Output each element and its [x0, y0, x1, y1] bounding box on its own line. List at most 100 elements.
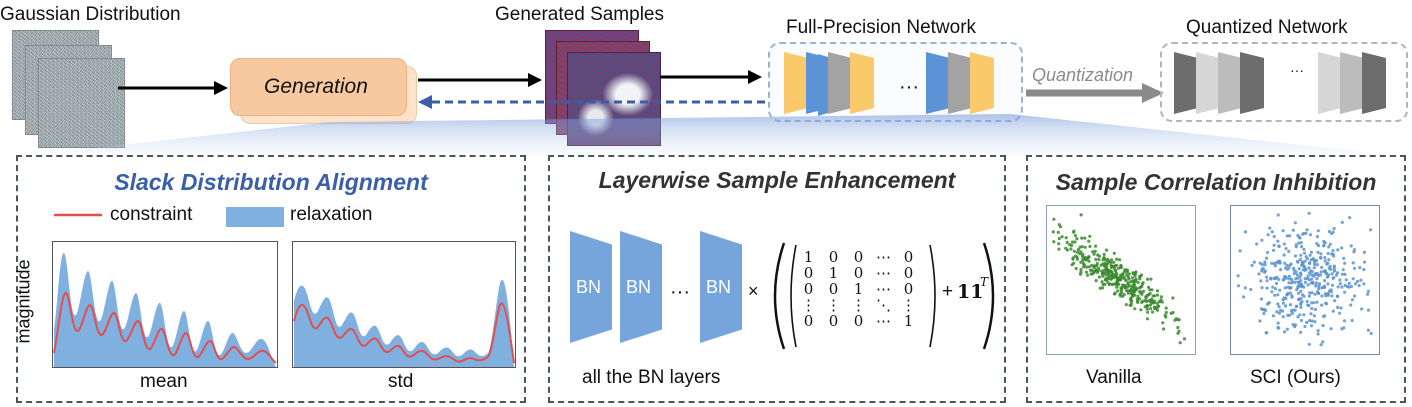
scatter-point: [1330, 252, 1334, 256]
scatter-point: [1303, 277, 1307, 281]
scatter-point: [1292, 266, 1296, 270]
scatter-point: [1271, 314, 1275, 318]
scatter-point: [1259, 279, 1263, 283]
quantization-arrow: [1026, 83, 1164, 103]
matrix-cell: 0: [828, 312, 839, 330]
scatter-point: [1306, 303, 1310, 307]
scatter-point: [1342, 319, 1347, 323]
scatter-point: [1310, 291, 1314, 295]
scatter-point: [1052, 217, 1056, 221]
scatter-point: [1338, 278, 1342, 282]
scatter-point: [1317, 291, 1321, 295]
scatter-point: [1262, 311, 1266, 316]
scatter-point: [1152, 301, 1156, 305]
legend-constraint: constraint: [110, 204, 193, 225]
scatter-point: [1284, 304, 1288, 308]
scatter-point: [1085, 265, 1089, 269]
scatter-point: [1155, 301, 1159, 305]
noise-image: [38, 58, 125, 148]
scatter-point: [1324, 271, 1328, 275]
scatter-point: [1146, 277, 1150, 281]
scatter-point: [1277, 311, 1282, 315]
scatter-point: [1106, 271, 1111, 275]
scatter-point: [1097, 254, 1101, 258]
quantized-ellipsis: ···: [1290, 62, 1304, 78]
scatter-point: [1316, 250, 1320, 254]
identity-matrix: 1 0 0 ⋯ 0 0 1 0 ⋯ 0 0 0 1 ⋯ 0 ⋮ ⋮ ⋮ ⋱ ⋮ 0 0 0 ⋯ 1: [796, 249, 921, 329]
scatter-point: [1138, 275, 1142, 279]
scatter-point: [1325, 262, 1329, 266]
scatter-point: [1178, 341, 1182, 345]
scatter-point: [1176, 318, 1180, 322]
scatter-point: [1277, 261, 1281, 265]
scatter-point: [1293, 323, 1297, 327]
scatter-point: [1288, 291, 1292, 295]
scatter-point: [1105, 262, 1109, 266]
scatter-point: [1340, 220, 1344, 224]
scatter-point: [1277, 244, 1281, 248]
scatter-point: [1272, 243, 1276, 247]
scatter-point: [1249, 287, 1253, 292]
scatter-point: [1330, 294, 1334, 298]
scatter-point: [1266, 233, 1270, 237]
scatter-point: [1326, 282, 1330, 286]
matrix-cell: 1: [903, 312, 914, 330]
scatter-point: [1102, 268, 1106, 272]
scatter-point: [1299, 241, 1303, 245]
scatter-point: [1112, 251, 1116, 255]
sample-correlation-inhibition-panel: Sample Correlation Inhibition Vanilla SC…: [1026, 155, 1406, 403]
scatter-point: [1112, 282, 1116, 286]
scatter-point: [1119, 264, 1123, 268]
scatter-point: [1336, 271, 1340, 275]
scatter-point: [1146, 310, 1150, 314]
scatter-point: [1074, 266, 1078, 271]
scatter-point: [1133, 307, 1137, 311]
scatter-point: [1132, 284, 1136, 288]
matrix-cell: 1: [853, 280, 864, 298]
scatter-point: [1075, 237, 1079, 241]
scatter-point: [1173, 318, 1177, 322]
panel1-title: Slack Distribution Alignment: [114, 169, 428, 195]
quantized-network-box: [1160, 42, 1408, 122]
scatter-point: [1267, 301, 1271, 305]
scatter-point: [1275, 310, 1279, 314]
scatter-point: [1329, 327, 1333, 331]
arrow-to-generation: [118, 81, 228, 95]
scatter-point: [1308, 253, 1312, 257]
bn-label: BN: [626, 277, 652, 297]
scatter-point: [1155, 289, 1160, 293]
scatter-point: [1273, 293, 1277, 297]
matrix-cell: ⋱: [876, 296, 891, 314]
scatter-point: [1079, 260, 1083, 264]
matrix-cell: 0: [803, 280, 814, 298]
scatter-point: [1093, 249, 1097, 253]
scatter-point: [1300, 300, 1304, 304]
scatter-point: [1109, 270, 1113, 274]
scatter-point: [1148, 303, 1153, 307]
scatter-point: [1159, 298, 1163, 302]
scatter-point: [1284, 266, 1288, 270]
scatter-point: [1149, 277, 1153, 281]
x-label-std: std: [388, 371, 414, 392]
quantized-network-label: Quantized Network: [1186, 17, 1348, 38]
scatter-point: [1281, 315, 1285, 319]
scatter-point: [1301, 261, 1305, 265]
scatter-point: [1128, 303, 1132, 307]
transpose-symbol: T: [980, 275, 989, 289]
scatter-point: [1069, 247, 1073, 251]
scatter-point: [1342, 326, 1346, 330]
scatter-point: [1366, 289, 1370, 293]
matrix-cell: 0: [903, 264, 914, 282]
scatter-point: [1263, 260, 1267, 264]
scatter-point: [1362, 260, 1367, 264]
scatter-point: [1260, 286, 1264, 290]
scatter-point: [1259, 297, 1264, 301]
scatter-point: [1101, 282, 1105, 287]
scatter-point: [1321, 340, 1325, 344]
scatter-point: [1257, 272, 1261, 276]
scatter-point: [1104, 277, 1108, 281]
scatter-point: [1315, 300, 1319, 304]
scatter-point: [1182, 337, 1186, 341]
scatter-point: [1352, 250, 1356, 254]
scatter-point: [1278, 288, 1282, 292]
